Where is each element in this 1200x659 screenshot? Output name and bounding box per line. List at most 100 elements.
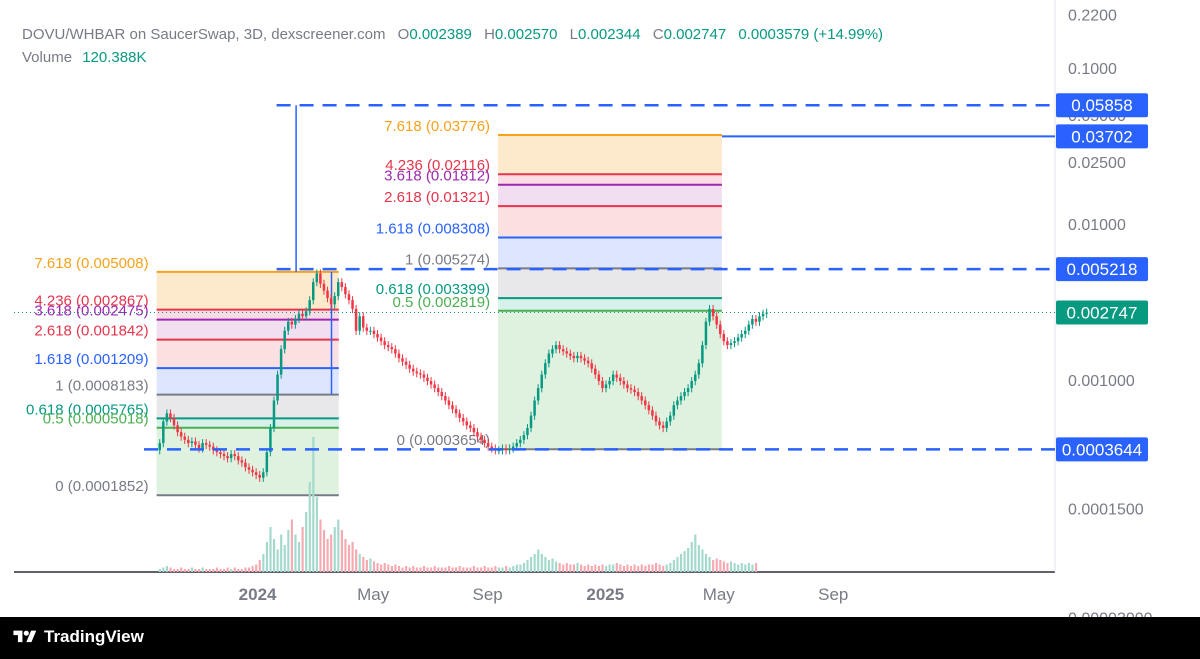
candle-body	[336, 282, 340, 297]
candle-body	[187, 439, 190, 444]
symbol-title: DOVU/WHBAR on SaucerSwap, 3D, dexscreene…	[22, 26, 386, 43]
candle-body	[376, 334, 379, 338]
volume-bar	[658, 564, 661, 572]
candle-body	[294, 318, 297, 325]
candle-body	[579, 355, 583, 359]
volume-bar	[190, 567, 194, 572]
candle-body	[379, 337, 383, 342]
candle-body	[319, 273, 322, 284]
volume-bar	[576, 563, 579, 572]
volume-bar	[180, 567, 183, 572]
volume-bar	[729, 561, 733, 572]
candle-body	[315, 273, 319, 283]
candle-body	[365, 327, 369, 331]
volume-bar	[604, 566, 608, 572]
candle-body	[369, 330, 372, 332]
time-axis-label: 2024	[239, 585, 277, 604]
volume-bar	[530, 557, 533, 572]
candle-body	[736, 337, 740, 342]
candle-body	[340, 282, 344, 288]
candle-body	[283, 330, 286, 350]
volume-bar	[240, 569, 243, 572]
volume-bar	[587, 564, 590, 572]
candle-body	[419, 373, 422, 375]
candle-body	[415, 371, 419, 374]
candle-body	[476, 432, 479, 437]
candle-body	[383, 341, 386, 346]
volume-bar	[173, 569, 176, 572]
volume-bar	[694, 534, 697, 572]
tradingview-logo-icon	[13, 630, 37, 643]
volume-label: Volume	[22, 49, 73, 66]
volume-bar	[198, 569, 201, 572]
volume-bar	[269, 527, 272, 572]
candle-body	[233, 454, 236, 457]
fib-right-level-label: 3.618 (0.01812)	[384, 168, 490, 185]
candle-body	[451, 405, 454, 410]
volume-bar	[294, 534, 297, 572]
candle-body	[394, 349, 397, 354]
volume-bar	[540, 554, 543, 572]
fib-left-zone	[156, 271, 339, 310]
volume-bar	[351, 542, 354, 572]
volume-bar	[480, 567, 483, 572]
candle-body	[165, 413, 169, 422]
volume-bar	[272, 539, 276, 572]
volume-bar	[562, 564, 565, 572]
volume-bar	[233, 567, 236, 572]
volume-bar	[754, 563, 758, 572]
candle-body	[665, 421, 668, 428]
volume-value: 120.388K	[82, 49, 147, 66]
volume-bar	[519, 564, 522, 572]
candle-body	[158, 443, 161, 451]
volume-bar	[526, 560, 529, 572]
volume-bar	[555, 561, 558, 572]
candle-body	[690, 381, 693, 389]
candle-body	[162, 421, 165, 444]
candle-body	[483, 439, 486, 444]
candle-body	[347, 294, 351, 301]
candle-body	[622, 381, 626, 385]
fib-left-zone	[156, 339, 339, 369]
candle-body	[461, 417, 465, 422]
candle-body	[619, 377, 622, 381]
volume-bar	[337, 519, 340, 572]
time-axis-label: May	[357, 585, 390, 604]
volume-bar	[547, 560, 551, 572]
candle-body	[444, 396, 447, 401]
candle-body	[747, 324, 751, 331]
candle-body	[676, 400, 679, 406]
volume-bar	[387, 564, 390, 572]
candle-body	[718, 324, 722, 335]
candle-body	[554, 345, 558, 350]
candle-body	[526, 427, 529, 436]
high-label: H	[484, 26, 495, 43]
volume-bar	[558, 563, 561, 572]
volume-bar	[165, 566, 169, 572]
candle-body	[586, 360, 590, 364]
candle-body	[693, 374, 697, 381]
volume-bar	[687, 548, 690, 572]
candle-body	[190, 441, 194, 444]
candle-body	[565, 351, 568, 354]
candle-body	[629, 388, 633, 390]
candle-body	[697, 363, 701, 375]
candle-body	[661, 425, 665, 428]
volume-bar	[280, 534, 283, 572]
price-axis-label: 0.00003000	[1068, 611, 1153, 617]
price-axis-label: 0.02500	[1068, 155, 1126, 172]
volume-bar	[437, 567, 440, 572]
volume-bar	[669, 563, 672, 572]
volume-bar	[405, 566, 408, 572]
price-chart[interactable]: 7.618 (0.005008)4.236 (0.002867)3.618 (0…	[0, 0, 1200, 617]
volume-bar	[194, 569, 197, 572]
candle-body	[408, 364, 411, 369]
volume-bar	[490, 567, 493, 572]
volume-bar	[704, 554, 708, 572]
volume-bar	[501, 567, 504, 572]
volume-bar	[679, 554, 683, 572]
fib-right-zone	[498, 206, 722, 238]
open-label: O	[397, 26, 410, 43]
volume-bar	[533, 554, 536, 572]
fib-right-level-label: 0.5 (0.002819)	[392, 294, 490, 311]
